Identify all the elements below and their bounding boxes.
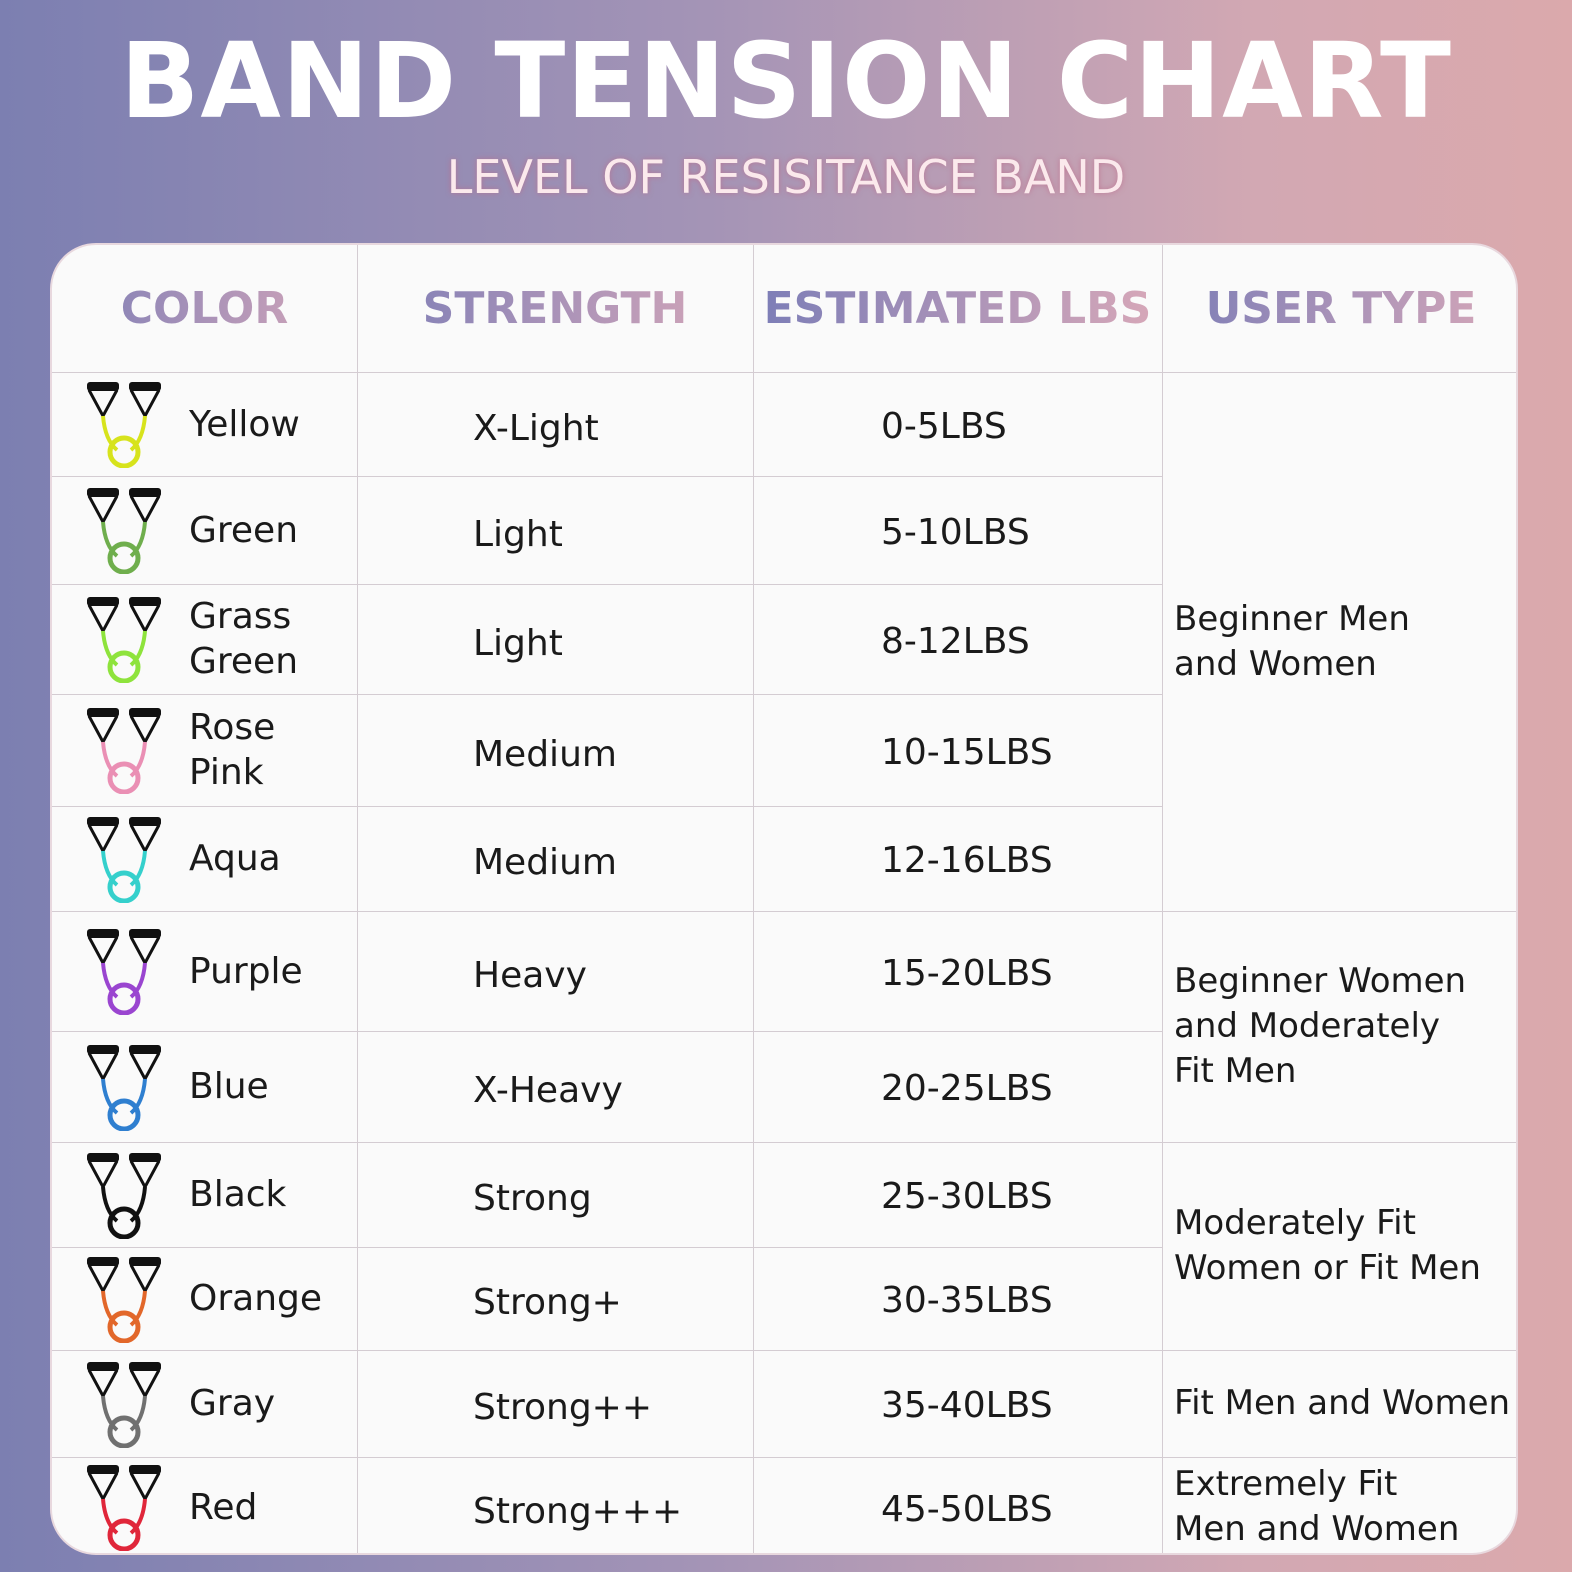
subtitle: LEVEL OF RESISITANCE BAND bbox=[446, 150, 1126, 204]
row-divider bbox=[52, 1247, 1162, 1248]
band-icon bbox=[87, 708, 161, 794]
band-icon bbox=[87, 1361, 161, 1448]
band-icon bbox=[87, 1152, 161, 1239]
color-name: Gray bbox=[189, 1383, 276, 1424]
column-header: STRENGTH bbox=[357, 245, 753, 372]
row-divider bbox=[52, 806, 1162, 807]
strength: Strong++ bbox=[473, 1387, 652, 1428]
color-name: Yellow bbox=[189, 403, 300, 445]
column-header: ESTIMATED LBS bbox=[753, 245, 1162, 372]
user-type: Beginner Men and Women bbox=[1174, 598, 1410, 684]
color-name: Green bbox=[189, 509, 299, 551]
band-icon bbox=[87, 929, 161, 1015]
estimated-lbs: 0-5LBS bbox=[881, 405, 1007, 447]
color-name: Black bbox=[189, 1174, 287, 1215]
user-type: Fit Men and Women bbox=[1174, 1383, 1511, 1423]
color-name: Aqua bbox=[189, 838, 281, 879]
column-header: COLOR bbox=[52, 245, 357, 372]
band-icon bbox=[87, 488, 161, 574]
estimated-lbs: 12-16LBS bbox=[881, 840, 1053, 881]
row-divider bbox=[52, 372, 1516, 373]
band-icon bbox=[87, 1044, 161, 1131]
strength: Strong bbox=[473, 1178, 592, 1219]
strength: Medium bbox=[473, 733, 617, 775]
strength: Strong+ bbox=[473, 1282, 622, 1323]
user-type: Beginner Women and Moderately Fit Men bbox=[1174, 961, 1467, 1091]
row-divider bbox=[52, 1350, 1516, 1351]
row-divider bbox=[52, 1031, 1162, 1032]
estimated-lbs: 45-50LBS bbox=[881, 1488, 1053, 1530]
color-name: Grass Green bbox=[189, 596, 299, 682]
strength: Light bbox=[473, 513, 563, 555]
color-name: Orange bbox=[189, 1278, 323, 1319]
user-type: Moderately Fit Women or Fit Men bbox=[1174, 1203, 1481, 1288]
estimated-lbs: 25-30LBS bbox=[881, 1176, 1053, 1217]
strength: Strong+++ bbox=[473, 1490, 683, 1532]
row-divider bbox=[52, 911, 1516, 912]
row-divider bbox=[52, 584, 1162, 585]
strength: X-Heavy bbox=[473, 1070, 623, 1111]
column-divider bbox=[753, 245, 754, 1553]
row-divider bbox=[52, 1142, 1516, 1143]
column-header: USER TYPE bbox=[1162, 245, 1516, 372]
band-icon bbox=[87, 1465, 161, 1551]
estimated-lbs: 20-25LBS bbox=[881, 1068, 1053, 1109]
row-divider bbox=[52, 1457, 1516, 1458]
color-name: Blue bbox=[189, 1066, 269, 1107]
band-icon bbox=[87, 597, 161, 683]
estimated-lbs: 30-35LBS bbox=[881, 1280, 1053, 1321]
row-divider bbox=[52, 476, 1162, 477]
strength: Medium bbox=[473, 842, 617, 883]
column-divider bbox=[357, 245, 358, 1553]
band-icon bbox=[87, 382, 161, 468]
strength: X-Light bbox=[473, 407, 599, 449]
color-name: Red bbox=[189, 1486, 258, 1528]
strength: Heavy bbox=[473, 954, 587, 996]
user-type: Extremely Fit Men and Women bbox=[1174, 1464, 1460, 1549]
estimated-lbs: 35-40LBS bbox=[881, 1385, 1053, 1426]
color-name: Rose Pink bbox=[189, 707, 276, 793]
strength: Light bbox=[473, 622, 563, 664]
estimated-lbs: 15-20LBS bbox=[881, 952, 1053, 994]
column-divider bbox=[1162, 245, 1163, 1553]
band-icon bbox=[87, 816, 161, 903]
color-name: Purple bbox=[189, 950, 303, 992]
estimated-lbs: 10-15LBS bbox=[881, 731, 1053, 773]
estimated-lbs: 8-12LBS bbox=[881, 620, 1030, 662]
title: Band Tension Chart bbox=[120, 20, 1452, 142]
row-divider bbox=[52, 694, 1162, 695]
estimated-lbs: 5-10LBS bbox=[881, 511, 1030, 553]
band-icon bbox=[87, 1256, 161, 1343]
table: COLOR STRENGTH ESTIMATED LBS USER TYPE Yello… bbox=[50, 243, 1518, 1555]
